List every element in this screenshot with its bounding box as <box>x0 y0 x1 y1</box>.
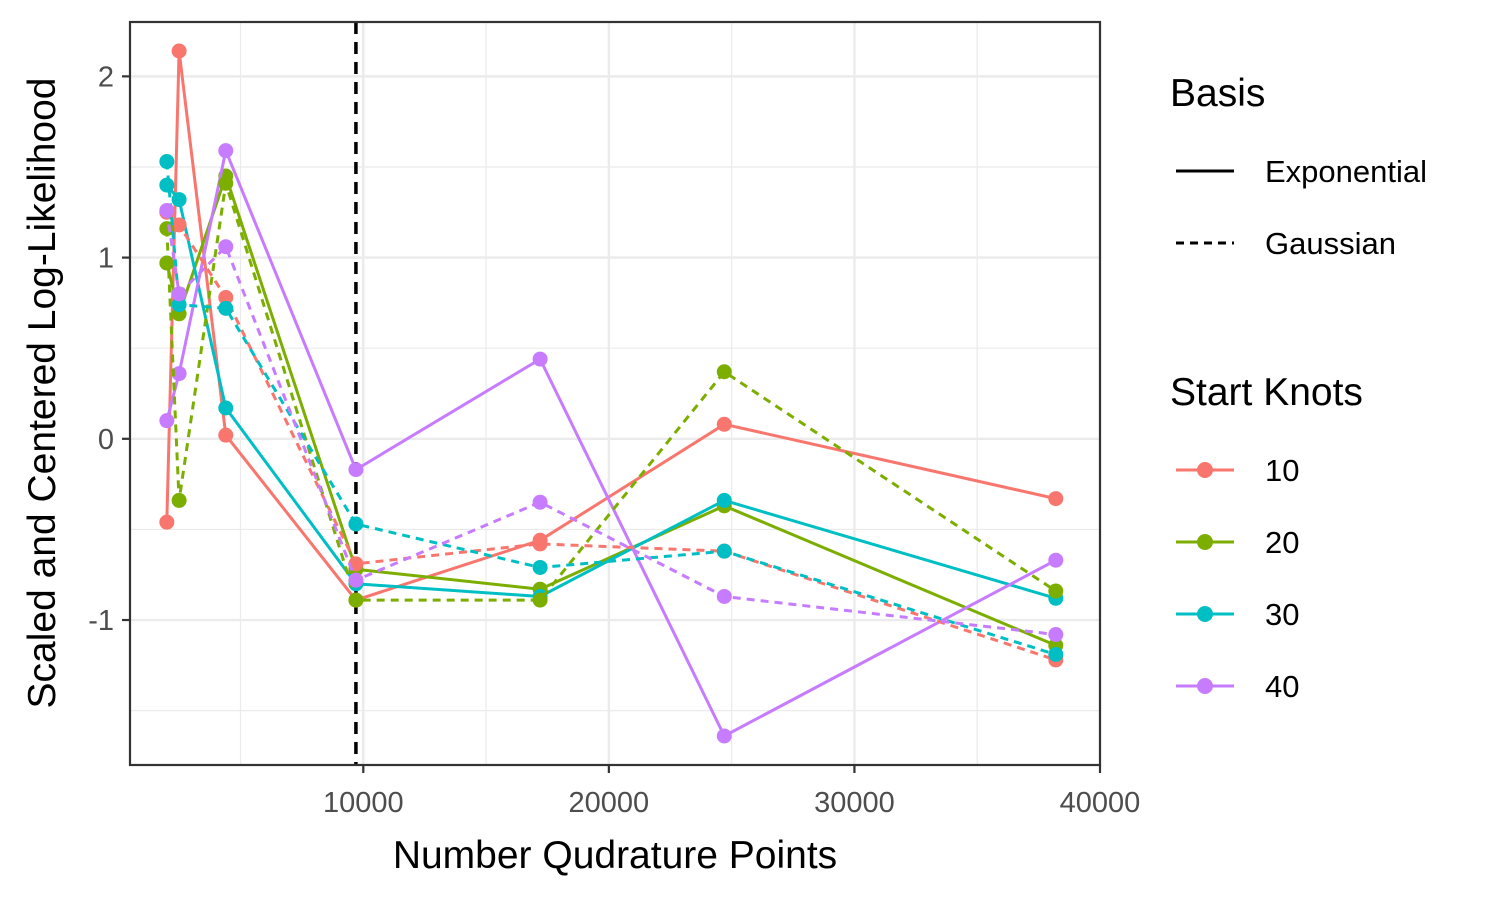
legend-basis-exponential: Exponential <box>1176 154 1427 189</box>
plot-border <box>128 20 1102 767</box>
y-tick-label: -1 <box>88 605 114 637</box>
data-point <box>532 559 548 575</box>
data-point <box>218 427 234 443</box>
legend-knots-20: 20 <box>1176 525 1299 560</box>
legend-label-exponential: Exponential <box>1265 154 1427 189</box>
legend-label-30: 30 <box>1265 597 1299 632</box>
legend: Basis Exponential Gaussian Start Knots 1… <box>1170 72 1427 704</box>
legend-key-point-20 <box>1197 534 1213 550</box>
data-point <box>1048 583 1064 599</box>
y-tick-label: 0 <box>98 424 114 456</box>
data-point <box>171 192 187 208</box>
data-point <box>716 588 732 604</box>
data-point <box>159 413 175 429</box>
x-axis-title: Number Qudrature Points <box>393 834 837 877</box>
data-point <box>218 289 234 305</box>
data-point <box>218 400 234 416</box>
data-point <box>218 239 234 255</box>
series-30-gaussian <box>159 154 1064 662</box>
legend-key-point-40 <box>1197 678 1213 694</box>
data-point <box>532 536 548 552</box>
y-tick-label: 1 <box>98 243 114 275</box>
data-point <box>348 516 364 532</box>
data-point <box>348 592 364 608</box>
data-point <box>171 217 187 233</box>
data-point <box>171 43 187 59</box>
legend-label-gaussian: Gaussian <box>1265 226 1396 261</box>
legend-label-40: 40 <box>1265 669 1299 704</box>
data-point <box>1048 552 1064 568</box>
data-point <box>218 175 234 191</box>
data-point <box>716 492 732 508</box>
legend-basis-gaussian: Gaussian <box>1176 226 1396 261</box>
data-point <box>716 364 732 380</box>
data-point <box>1048 627 1064 643</box>
x-tick-label: 30000 <box>814 787 895 819</box>
data-point <box>218 143 234 159</box>
data-point <box>1048 491 1064 507</box>
data-point <box>159 154 175 170</box>
plot-panel-background <box>130 22 1100 765</box>
x-tick-label: 40000 <box>1060 787 1141 819</box>
data-point <box>716 543 732 559</box>
legend-basis-title: Basis <box>1170 72 1265 115</box>
series-20-gaussian <box>159 175 1064 608</box>
x-tick-label: 10000 <box>323 787 404 819</box>
y-tick-label: 2 <box>98 61 114 93</box>
data-point <box>716 728 732 744</box>
series-40-exponential <box>159 143 1064 744</box>
legend-knots-30: 30 <box>1176 597 1299 632</box>
data-point <box>159 514 175 530</box>
data-point <box>532 351 548 367</box>
data-point <box>348 462 364 478</box>
data-point <box>532 592 548 608</box>
y-axis-title: Scaled and Centered Log-Likelihood <box>21 78 64 709</box>
data-point <box>348 572 364 588</box>
legend-label-10: 10 <box>1265 453 1299 488</box>
data-point <box>171 366 187 382</box>
data-point <box>159 255 175 271</box>
legend-label-20: 20 <box>1265 525 1299 560</box>
legend-key-point-10 <box>1197 462 1213 478</box>
data-point <box>532 494 548 510</box>
legend-knots-10: 10 <box>1176 453 1299 488</box>
x-tick-label: 20000 <box>569 787 650 819</box>
series-40-gaussian <box>159 202 1064 643</box>
legend-knots-40: 40 <box>1176 669 1299 704</box>
data-point <box>159 177 175 193</box>
data-point <box>1048 646 1064 662</box>
data-point <box>159 221 175 237</box>
data-point <box>159 202 175 218</box>
data-point <box>171 297 187 313</box>
plot-panel <box>130 22 1100 765</box>
data-point <box>716 416 732 432</box>
axis-ticks: 10000 20000 30000 40000 -1 0 1 2 <box>88 61 1140 819</box>
data-point <box>171 492 187 508</box>
legend-knots-title: Start Knots <box>1170 371 1363 414</box>
data-point <box>171 286 187 302</box>
series-layer <box>159 43 1064 744</box>
plot-border-rect <box>128 20 1102 767</box>
grid-minor <box>130 22 1100 765</box>
legend-key-point-30 <box>1197 606 1213 622</box>
data-point <box>218 300 234 316</box>
